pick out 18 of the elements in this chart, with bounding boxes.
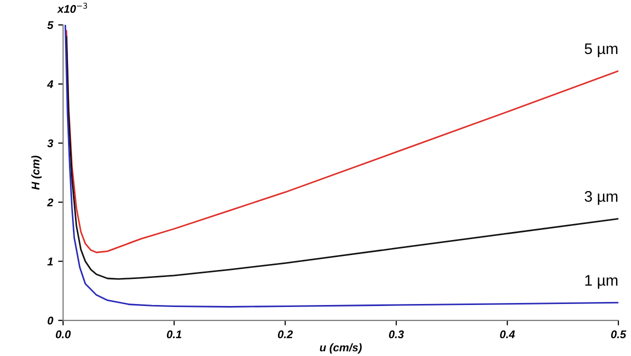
y-tick-label: 2: [47, 198, 54, 206]
x-tick-label: 0.5: [611, 330, 626, 338]
x-axis-title: u (cm/s): [320, 343, 362, 354]
x-tick-label: 0.4: [500, 330, 515, 338]
y-tick-label: 1: [47, 258, 53, 266]
x-tick-label: 0.3: [389, 330, 404, 338]
series-label: 3 µm: [584, 191, 618, 205]
x-tick-label: 0.1: [166, 330, 182, 338]
y-tick-label: 4: [47, 80, 54, 88]
x-tick-label: 0.2: [278, 330, 293, 338]
y-axis-title: H (cm): [31, 156, 42, 190]
series-label: 1 µm: [585, 275, 618, 289]
series-label: 5 µm: [584, 43, 618, 58]
text: x10$^{−3}$: [57, 2, 88, 13]
y-tick-label: 5: [47, 21, 54, 30]
y-tick-label: 3: [47, 139, 54, 148]
y-tick-label: 0: [48, 316, 54, 325]
x-tick-label: 0.0: [56, 330, 71, 338]
